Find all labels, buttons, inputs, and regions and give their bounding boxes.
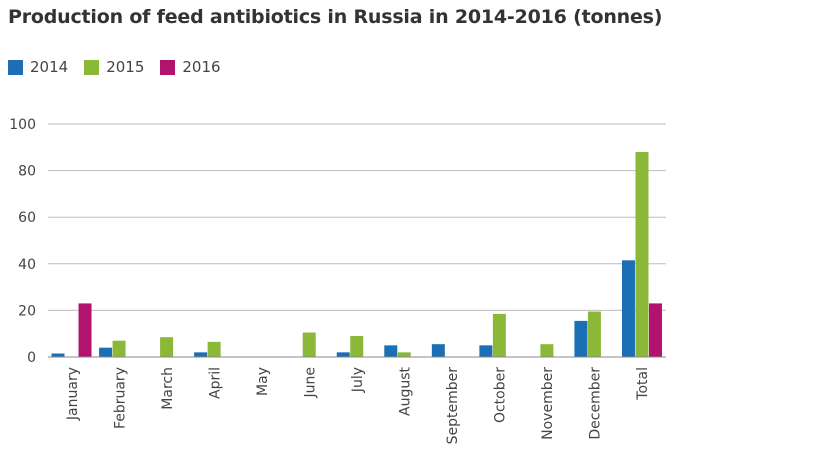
bar-2015-august [397,352,411,357]
y-tick-label-40: 40 [18,257,36,273]
x-tick-label-december: December [588,367,604,440]
y-tick-label-80: 80 [18,164,36,180]
legend-swatch-2015 [84,59,100,75]
legend-label-2015: 2015 [106,58,145,76]
chart-title: Production of feed antibiotics in Russia… [8,6,663,28]
legend-swatch-2016 [160,59,176,75]
bar-2015-february [112,340,126,357]
bar-2014-total [621,260,635,357]
bar-2014-february [99,347,113,357]
bar-2015-november [540,344,554,357]
bar-2014-january [51,353,65,357]
x-tick-label-june: June [302,367,318,399]
y-tick-label-20: 20 [18,303,36,319]
x-tick-label-august: August [398,366,414,416]
x-tick-label-february: February [112,367,128,429]
legend: 2014 2015 2016 [8,58,237,76]
bar-2016-total [648,303,662,357]
x-tick-label-january: January [65,367,81,421]
bar-2014-april [194,352,208,357]
x-tick-label-april: April [207,367,223,399]
bar-2015-july [350,336,364,357]
x-tick-label-total: Total [635,367,651,401]
legend-item-2016: 2016 [160,58,221,76]
y-tick-label-60: 60 [18,210,36,226]
bar-2015-total [635,151,649,357]
x-tick-label-november: November [540,367,556,440]
bar-2014-july [336,352,350,357]
bar-2014-december [574,320,588,357]
y-tick-label-0: 0 [27,350,36,366]
x-tick-label-october: October [493,367,509,423]
legend-item-2015: 2015 [84,58,144,76]
bar-2016-january [78,303,92,357]
bar-2015-october [492,313,506,357]
bar-2015-december [587,311,601,357]
x-tick-label-september: September [445,367,461,445]
bar-2015-march [160,337,174,357]
x-tick-label-march: March [160,367,176,410]
legend-item-2014: 2014 [8,58,68,76]
bar-2015-june [302,332,316,357]
bar-2014-september [431,344,445,357]
legend-swatch-2014 [8,59,23,75]
y-tick-label-100: 100 [9,117,36,133]
x-tick-label-may: May [255,367,271,396]
legend-label-2014: 2014 [30,58,69,76]
legend-label-2016: 2016 [182,58,221,76]
bar-2014-october [479,345,493,357]
bar-2014-august [384,345,398,357]
bar-2015-april [207,341,221,357]
x-tick-label-july: July [350,367,366,393]
